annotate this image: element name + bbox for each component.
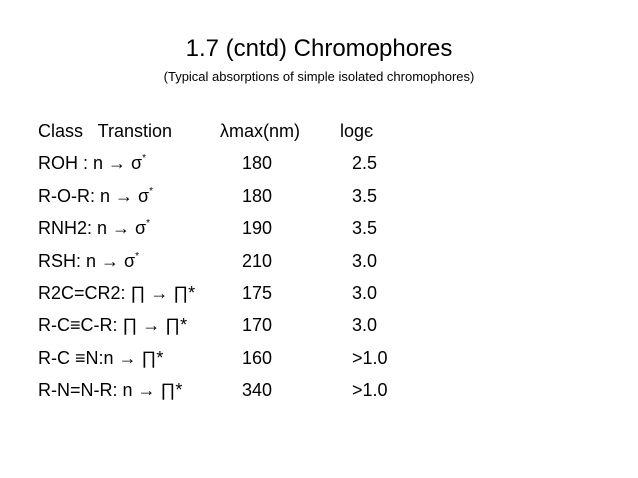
- log-epsilon-cell: >1.0: [352, 380, 388, 401]
- superscript: *: [142, 153, 147, 165]
- class-cell: R2C=CR2: ∏ → ∏*: [38, 284, 195, 302]
- class-text: R-O-R: n → σ: [38, 185, 150, 206]
- column-header: Class Transtion: [38, 121, 173, 141]
- log-epsilon-cell: 3.5: [352, 185, 378, 206]
- column-header: logє: [340, 121, 374, 141]
- log-epsilon-cell: 3.5: [352, 218, 378, 239]
- lambda-max-cell: 210: [242, 250, 273, 271]
- class-cell: R-C≡C-R: ∏ → ∏*: [38, 316, 187, 334]
- superscript: *: [135, 250, 140, 262]
- class-cell: R-O-R: n → σ*: [38, 185, 154, 206]
- lambda-max-cell: 170: [242, 315, 273, 336]
- superscript: *: [146, 218, 151, 230]
- superscript: *: [149, 185, 154, 197]
- slide-subtitle: (Typical absorptions of simple isolated …: [163, 69, 475, 84]
- slide-title: 1.7 (cntd) Chromophores: [185, 35, 453, 62]
- class-text: RNH2: n → σ: [38, 218, 147, 239]
- log-epsilon-cell: 2.5: [352, 153, 378, 174]
- class-text: R-C ≡N:n → ∏*: [38, 347, 164, 368]
- class-cell: RNH2: n → σ*: [38, 218, 151, 239]
- class-text: R-C≡C-R: ∏ → ∏*: [38, 315, 188, 336]
- log-epsilon-cell: 3.0: [352, 283, 378, 303]
- lambda-max-cell: 175: [242, 283, 273, 303]
- lambda-max-cell: 180: [242, 153, 273, 174]
- lambda-max-cell: 160: [242, 347, 273, 368]
- class-cell: R-C ≡N:n → ∏*: [38, 349, 163, 367]
- lambda-max-cell: 340: [242, 380, 273, 401]
- log-epsilon-cell: 3.0: [352, 250, 378, 271]
- class-text: ROH : n → σ: [38, 153, 143, 174]
- class-text: R-N=N-R: n → ∏*: [38, 380, 183, 401]
- class-cell: R-N=N-R: n → ∏*: [38, 381, 182, 399]
- column-header: λmax(nm): [220, 121, 300, 141]
- log-epsilon-cell: >1.0: [352, 347, 388, 368]
- lambda-max-cell: 180: [242, 185, 273, 206]
- class-cell: RSH: n → σ*: [38, 250, 140, 271]
- lambda-max-cell: 190: [242, 218, 273, 239]
- class-text: RSH: n → σ: [38, 250, 136, 271]
- class-cell: ROH : n → σ*: [38, 153, 147, 174]
- class-text: R2C=CR2: ∏ → ∏*: [38, 283, 196, 303]
- log-epsilon-cell: 3.0: [352, 315, 378, 336]
